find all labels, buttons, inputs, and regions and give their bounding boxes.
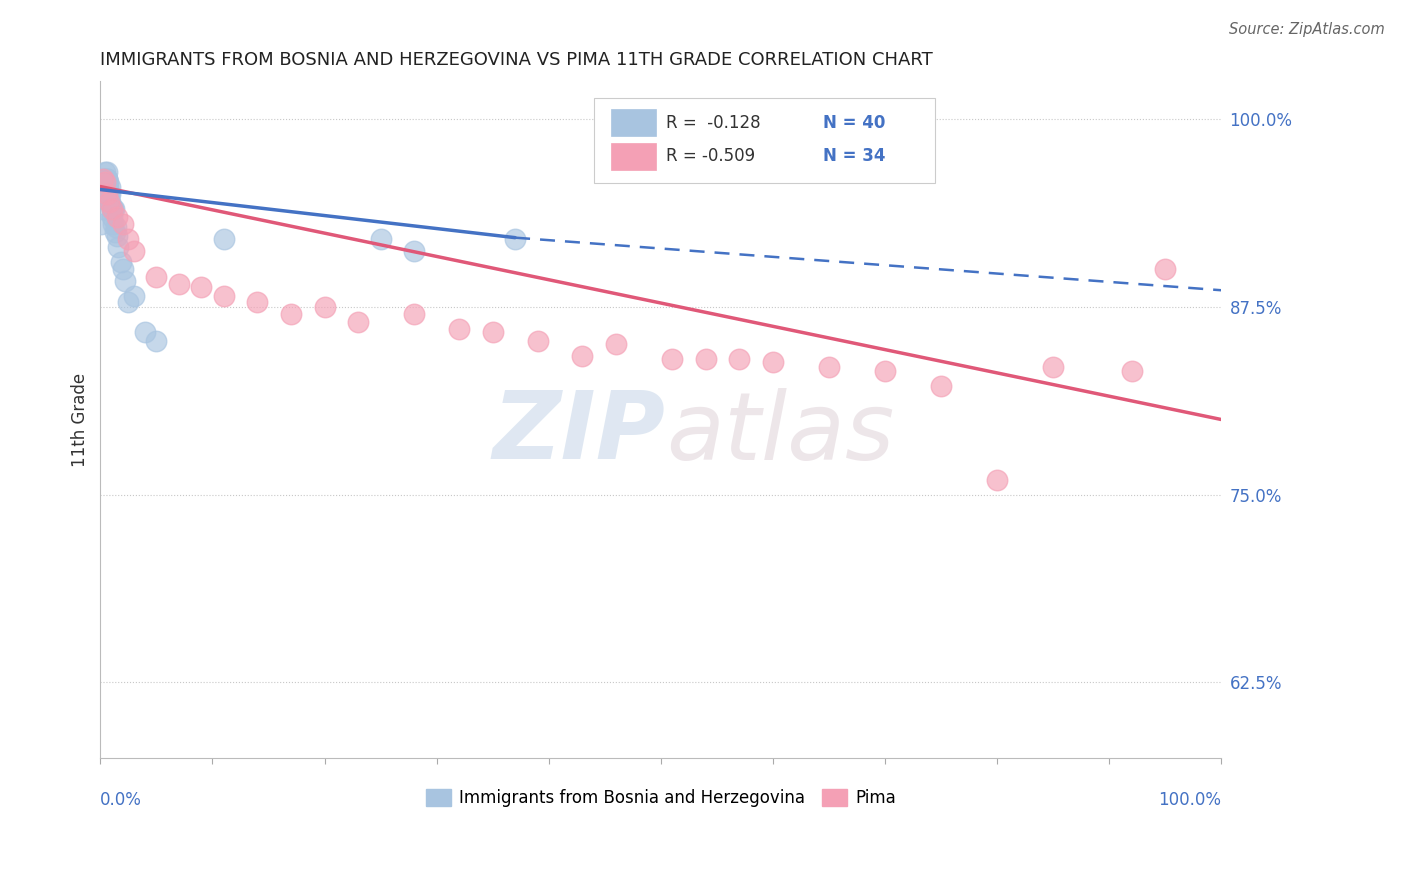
Text: IMMIGRANTS FROM BOSNIA AND HERZEGOVINA VS PIMA 11TH GRADE CORRELATION CHART: IMMIGRANTS FROM BOSNIA AND HERZEGOVINA V… [100, 51, 934, 69]
Point [1154, 262, 1177, 277]
Point [91, 172, 114, 186]
Point [90, 217, 112, 231]
Text: N = 40: N = 40 [824, 113, 886, 132]
Point [314, 300, 336, 314]
Point [929, 379, 952, 393]
Point [986, 473, 1008, 487]
Legend: Immigrants from Bosnia and Herzegovina, Pima: Immigrants from Bosnia and Herzegovina, … [419, 782, 903, 814]
Point [105, 210, 128, 224]
Point [101, 202, 124, 216]
Text: 100.0%: 100.0% [1159, 791, 1222, 809]
Point [134, 326, 156, 340]
Point [728, 352, 751, 367]
Point [103, 202, 125, 216]
Point [91, 172, 114, 186]
Point [97, 175, 120, 189]
Point [481, 326, 503, 340]
Point [93, 187, 115, 202]
Point [94, 172, 117, 186]
Point [96, 164, 118, 178]
Point [661, 352, 683, 367]
Point [98, 194, 121, 209]
Point [91, 202, 114, 216]
Point [94, 175, 117, 189]
FancyBboxPatch shape [612, 109, 657, 136]
Point [96, 172, 118, 186]
Point [447, 322, 470, 336]
Point [873, 364, 896, 378]
Y-axis label: 11th Grade: 11th Grade [72, 373, 89, 467]
Point [107, 240, 129, 254]
Point [526, 334, 548, 349]
Point [105, 229, 128, 244]
Text: N = 34: N = 34 [824, 147, 886, 165]
Point [97, 187, 120, 202]
Point [370, 232, 392, 246]
Point [117, 295, 139, 310]
Point [122, 244, 145, 259]
Point [818, 359, 841, 374]
Point [100, 202, 122, 216]
Point [1121, 364, 1143, 378]
Point [111, 217, 134, 231]
Point [212, 232, 235, 246]
Point [96, 172, 118, 186]
Text: R =  -0.128: R = -0.128 [666, 113, 761, 132]
Point [94, 179, 117, 194]
Point [114, 274, 136, 288]
Point [117, 232, 139, 246]
Point [100, 210, 122, 224]
FancyBboxPatch shape [612, 143, 657, 170]
Text: R = -0.509: R = -0.509 [666, 147, 755, 165]
Point [145, 269, 167, 284]
Text: ZIP: ZIP [492, 387, 665, 479]
Point [280, 307, 302, 321]
Point [347, 315, 370, 329]
Point [404, 244, 426, 259]
Point [503, 232, 526, 246]
Point [1042, 359, 1064, 374]
Point [605, 337, 627, 351]
Point [100, 194, 122, 209]
Point [100, 179, 122, 194]
Point [571, 350, 593, 364]
Point [104, 225, 127, 239]
Point [105, 220, 128, 235]
Point [145, 334, 167, 349]
FancyBboxPatch shape [593, 98, 935, 183]
Point [190, 280, 212, 294]
Point [97, 179, 120, 194]
Point [122, 289, 145, 303]
Point [96, 187, 118, 202]
Point [98, 187, 121, 202]
Point [762, 355, 785, 369]
Point [404, 307, 426, 321]
Point [100, 187, 122, 202]
Point [111, 262, 134, 277]
Point [212, 289, 235, 303]
Point [167, 277, 190, 292]
Text: 0.0%: 0.0% [100, 791, 142, 809]
Text: Source: ZipAtlas.com: Source: ZipAtlas.com [1229, 22, 1385, 37]
Point [98, 194, 121, 209]
Point [695, 352, 717, 367]
Point [100, 202, 122, 216]
Point [94, 179, 117, 194]
Text: atlas: atlas [666, 387, 894, 478]
Point [246, 295, 269, 310]
Point [93, 172, 115, 186]
Point [101, 217, 124, 231]
Point [110, 254, 132, 268]
Point [94, 164, 117, 178]
